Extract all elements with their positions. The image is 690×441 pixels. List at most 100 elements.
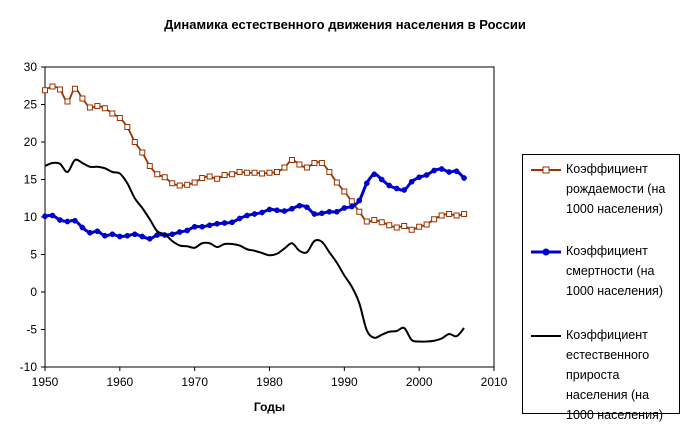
data-point-death-rate xyxy=(49,212,56,219)
data-point-death-rate xyxy=(199,223,205,230)
x-tick-label: 2000 xyxy=(406,375,433,389)
data-point-death-rate xyxy=(378,176,385,183)
data-point-birth-rate xyxy=(49,83,56,90)
data-point-birth-rate xyxy=(446,211,453,217)
data-point-birth-rate xyxy=(184,181,191,188)
data-point-birth-rate xyxy=(259,170,266,177)
data-point-death-rate xyxy=(393,185,400,192)
data-point-birth-rate xyxy=(124,124,131,130)
data-point-death-rate xyxy=(229,219,235,226)
x-tick-label: 1990 xyxy=(331,375,358,389)
data-point-death-rate xyxy=(266,206,273,213)
data-point-birth-rate xyxy=(42,87,48,94)
legend-marker-death-rate xyxy=(542,248,550,256)
data-point-death-rate xyxy=(131,231,138,238)
y-tick-label: -5 xyxy=(26,323,37,337)
data-point-death-rate xyxy=(281,208,288,214)
data-point-death-rate xyxy=(341,205,348,211)
data-point-birth-rate xyxy=(139,149,146,156)
x-tick-label: 1970 xyxy=(181,375,208,389)
data-point-birth-rate xyxy=(109,110,116,117)
data-point-death-rate xyxy=(64,218,71,225)
data-point-birth-rate xyxy=(341,188,348,195)
data-point-birth-rate xyxy=(206,173,213,180)
y-tick-label: 5 xyxy=(30,248,37,262)
x-tick-label: 1950 xyxy=(32,375,59,389)
data-point-death-rate xyxy=(124,232,131,239)
legend-label-death-rate: Коэффициент смертности (на 1000 населени… xyxy=(566,244,663,298)
data-point-birth-rate xyxy=(244,169,251,176)
data-point-death-rate xyxy=(416,174,423,181)
data-point-death-rate xyxy=(57,217,63,223)
x-tick-label: 2010 xyxy=(481,375,508,389)
data-point-birth-rate xyxy=(363,218,370,225)
data-point-death-rate xyxy=(401,187,408,193)
y-tick-label: 25 xyxy=(24,98,38,112)
data-point-birth-rate xyxy=(311,160,318,166)
data-point-death-rate xyxy=(79,224,86,231)
data-point-birth-rate xyxy=(71,85,78,92)
data-point-death-rate xyxy=(408,178,415,185)
data-point-birth-rate xyxy=(378,219,385,226)
data-point-death-rate xyxy=(363,180,370,187)
y-tick-label: 0 xyxy=(30,285,37,299)
data-point-birth-rate xyxy=(56,86,63,93)
data-point-death-rate xyxy=(236,215,243,222)
data-point-birth-rate xyxy=(176,182,183,189)
data-point-birth-rate xyxy=(199,175,206,181)
data-point-death-rate xyxy=(169,231,176,238)
data-point-birth-rate xyxy=(161,174,168,181)
data-point-death-rate xyxy=(311,211,318,217)
data-point-birth-rate xyxy=(191,179,198,186)
data-point-birth-rate xyxy=(423,221,430,228)
data-point-death-rate xyxy=(289,205,295,212)
data-point-birth-rate xyxy=(146,163,153,169)
data-point-death-rate xyxy=(102,232,108,239)
data-point-birth-rate xyxy=(333,179,340,186)
legend: Коэффициент рождаемости (на 1000 населен… xyxy=(522,154,680,422)
data-point-death-rate xyxy=(423,172,430,178)
data-point-death-rate xyxy=(438,166,445,172)
data-point-birth-rate xyxy=(116,115,123,121)
data-point-birth-rate xyxy=(371,217,378,223)
data-point-birth-rate xyxy=(326,169,333,175)
y-tick-label: 10 xyxy=(24,210,38,224)
data-point-death-rate xyxy=(431,167,437,174)
data-point-birth-rate xyxy=(266,169,273,176)
legend-label-birth-rate: Коэффициент рождаемости (на 1000 населен… xyxy=(566,162,666,216)
legend-marker-birth-rate xyxy=(542,166,550,174)
data-point-death-rate xyxy=(244,212,250,219)
legend-swatch-birth-rate xyxy=(531,166,561,174)
y-tick-label: 30 xyxy=(24,60,38,74)
data-point-birth-rate xyxy=(296,161,303,168)
data-point-birth-rate xyxy=(431,216,438,223)
data-point-death-rate xyxy=(274,207,280,214)
data-point-birth-rate xyxy=(94,103,101,109)
x-tick-label: 1980 xyxy=(256,375,283,389)
data-point-birth-rate xyxy=(408,226,415,233)
data-point-birth-rate xyxy=(281,164,288,171)
data-point-death-rate xyxy=(221,220,228,226)
data-point-death-rate xyxy=(139,233,146,240)
data-point-death-rate xyxy=(304,204,310,211)
data-point-birth-rate xyxy=(79,95,86,102)
data-point-death-rate xyxy=(334,208,340,215)
data-point-death-rate xyxy=(259,209,265,216)
data-point-birth-rate xyxy=(416,223,423,230)
data-point-birth-rate xyxy=(348,198,355,205)
data-point-death-rate xyxy=(356,197,363,204)
data-point-birth-rate xyxy=(154,171,161,178)
data-point-birth-rate xyxy=(303,164,310,171)
data-point-death-rate xyxy=(176,229,183,235)
data-point-birth-rate xyxy=(386,222,393,229)
data-point-death-rate xyxy=(116,233,123,240)
data-point-death-rate xyxy=(453,168,460,175)
data-point-birth-rate xyxy=(101,105,108,112)
data-point-birth-rate xyxy=(214,175,221,182)
data-point-death-rate xyxy=(72,217,78,224)
data-point-death-rate xyxy=(87,229,93,236)
data-point-birth-rate xyxy=(86,104,93,111)
data-point-death-rate xyxy=(42,213,48,220)
data-point-death-rate xyxy=(386,182,393,189)
